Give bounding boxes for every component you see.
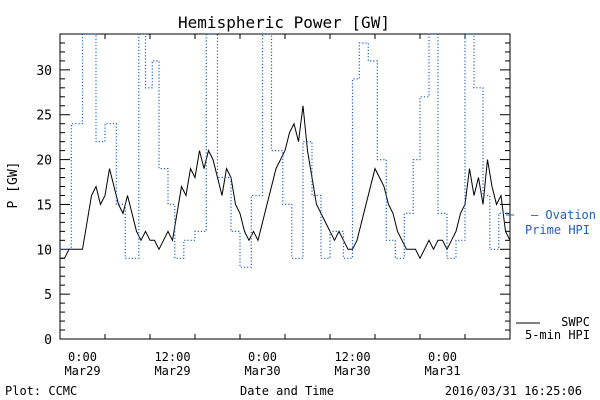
x-tick-date-label: Mar29 [154, 364, 190, 378]
legend-ovation-label-2: Prime HPI [525, 223, 590, 237]
y-axis-ticks: 0 5 10 15 20 25 30 [36, 33, 510, 348]
y-tick-label: 15 [36, 198, 52, 213]
x-tick-date-label: Mar30 [244, 364, 280, 378]
y-tick-label: 30 [36, 64, 52, 79]
x-tick-time-label: 0:00 [248, 350, 277, 364]
x-tick-time-label: 12:00 [154, 350, 190, 364]
y-tick-label: 0 [44, 333, 52, 348]
x-tick-time-label: 12:00 [334, 350, 370, 364]
x-tick-time-label: 0:00 [68, 350, 97, 364]
y-tick-label: 5 [44, 288, 52, 303]
swpc-hpi-series-line [60, 105, 511, 260]
legend: — Ovation Prime HPI SWPC 5-min HPI [516, 208, 596, 342]
chart-title: Hemispheric Power [GW] [178, 13, 390, 32]
ovation-prime-series-line [60, 33, 510, 268]
footer-timestamp: 2016/03/31 16:25:06 [445, 384, 582, 398]
y-tick-label: 25 [36, 109, 52, 124]
plot-frame [59, 33, 511, 340]
footer-x-axis-title: Date and Time [240, 384, 334, 398]
legend-swpc-label: SWPC [561, 315, 590, 329]
y-tick-label: 20 [36, 154, 52, 169]
y-tick-label: 10 [36, 243, 52, 258]
x-tick-date-label: Mar30 [334, 364, 370, 378]
x-axis-ticks: 0:00Mar2912:00Mar290:00Mar3012:00Mar300:… [59, 34, 511, 378]
legend-ovation-label: — Ovation [531, 208, 596, 222]
legend-swpc-label-2: 5-min HPI [525, 328, 590, 342]
x-tick-time-label: 0:00 [428, 350, 457, 364]
y-axis-label: P [GW] [6, 162, 21, 209]
series-layer [60, 33, 514, 268]
x-tick-date-label: Mar29 [64, 364, 100, 378]
x-tick-date-label: Mar31 [424, 364, 460, 378]
footer-plot-credit: Plot: CCMC [5, 384, 77, 398]
